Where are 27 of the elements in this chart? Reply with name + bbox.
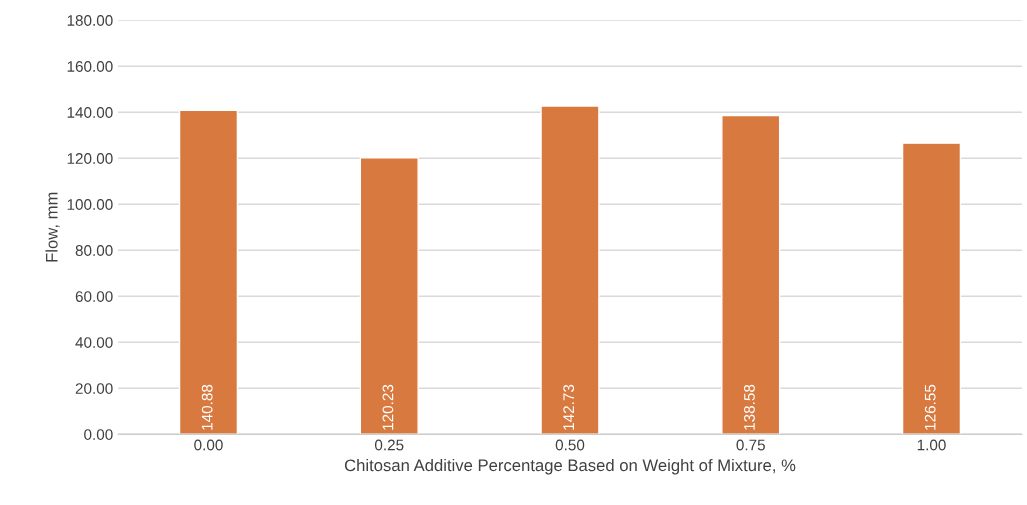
y-tick-label: 60.00 <box>75 291 113 302</box>
y-tick-label: 120.00 <box>67 153 113 164</box>
y-tick-label: 80.00 <box>75 245 113 256</box>
y-tick-label: 0.00 <box>84 429 113 440</box>
data-label: 120.23 <box>382 384 394 430</box>
data-label: 140.88 <box>201 384 213 430</box>
bar <box>901 142 962 435</box>
x-tick-label: 0.25 <box>374 439 404 451</box>
data-label: 126.55 <box>924 384 936 430</box>
x-tick-label: 0.50 <box>555 439 585 451</box>
y-tick-label: 20.00 <box>75 383 113 394</box>
y-tick-label: 160.00 <box>67 61 113 72</box>
bar <box>359 157 419 435</box>
y-tick-label: 180.00 <box>67 15 113 26</box>
x-axis-title: Chitosan Additive Percentage Based on Weight of Mixture, % <box>344 458 796 475</box>
data-label: 142.73 <box>563 384 575 430</box>
data-label: 138.58 <box>744 384 755 430</box>
bar <box>721 114 781 435</box>
bar <box>178 109 239 435</box>
y-axis-title: Flow, mm <box>45 192 60 262</box>
y-tick-label: 140.00 <box>67 107 113 118</box>
bar <box>540 105 600 435</box>
y-tick-label: 40.00 <box>75 337 113 348</box>
x-tick-label: 0.75 <box>736 439 765 451</box>
x-tick-label: 0.00 <box>194 439 223 451</box>
y-tick-label: 100.00 <box>67 199 113 210</box>
x-tick-label: 1.00 <box>917 439 946 451</box>
